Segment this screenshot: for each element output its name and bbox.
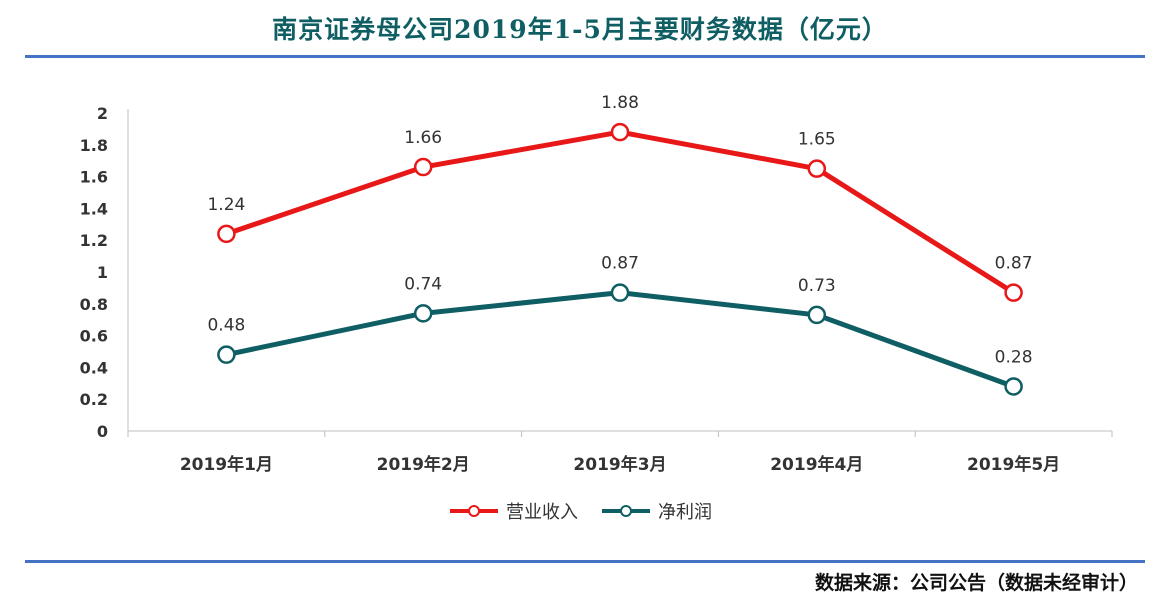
series-line-profit	[223, 290, 1017, 389]
legend-profit-label: 净利润	[658, 502, 712, 523]
legend: 营业收入 净利润	[0, 498, 1160, 524]
y-tick-label: 1.4	[80, 199, 108, 218]
y-tick-label: 0.6	[80, 327, 108, 346]
top-divider	[25, 55, 1145, 58]
source-note: 数据来源：公司公告（数据未经审计）	[814, 572, 1138, 594]
data-point	[217, 224, 236, 244]
data-point	[1004, 377, 1023, 396]
legend-revenue-label: 营业收入	[506, 502, 578, 523]
data-label: 1.65	[798, 130, 836, 150]
x-tick-label: 2019年5月	[967, 454, 1060, 475]
bottom-divider	[25, 560, 1145, 563]
x-tick-label: 2019年3月	[573, 454, 666, 475]
data-point	[1004, 283, 1023, 302]
data-label: 0.48	[207, 316, 245, 336]
y-tick-label: 1.6	[80, 168, 108, 187]
y-tick-label: 0.2	[80, 390, 108, 409]
legend-item-revenue[interactable]: 营业收入	[448, 498, 578, 524]
y-tick-label: 0.4	[80, 358, 108, 377]
data-label: 1.66	[404, 128, 442, 148]
data-label: 0.28	[995, 347, 1033, 367]
data-point	[217, 345, 236, 364]
chart-title: 南京证券母公司2019年1-5月主要财务数据（亿元）	[272, 15, 888, 44]
data-point	[610, 122, 630, 142]
data-point	[807, 159, 827, 178]
data-point	[413, 157, 433, 177]
y-tick-label: 1.2	[80, 231, 108, 250]
legend-revenue-marker-icon	[450, 505, 498, 517]
legend-profit-marker-icon	[602, 505, 650, 517]
x-tick-label: 2019年2月	[377, 454, 470, 475]
data-label: 1.24	[207, 195, 245, 215]
axes: 0 0.2 0.4 0.6 0.8 1 1.2 1.4 1.6 1.8 2 2019年1月 2019年2…	[80, 104, 1113, 475]
y-tick-label: 0.8	[80, 295, 108, 314]
data-label: 0.87	[601, 254, 639, 274]
data-point	[413, 304, 433, 323]
data-label: 0.73	[798, 276, 836, 296]
y-tick-label: 2	[97, 104, 108, 123]
x-tick-label: 2019年1月	[180, 454, 273, 475]
x-tick-label: 2019年4月	[770, 454, 863, 475]
y-tick-label: 1	[97, 263, 108, 282]
data-label: 0.87	[995, 254, 1033, 274]
data-label: 0.74	[404, 274, 442, 294]
y-tick-label: 0	[97, 422, 108, 441]
legend-item-profit[interactable]: 净利润	[600, 498, 712, 524]
data-label: 1.88	[601, 93, 639, 113]
data-point	[610, 283, 630, 302]
y-tick-label: 1.8	[80, 136, 108, 155]
data-point	[807, 305, 827, 325]
series-layer: 1.24 1.66 1.88 1.65 0.87 0.48 0.74 0.87 0.73 0.28	[207, 93, 1033, 396]
